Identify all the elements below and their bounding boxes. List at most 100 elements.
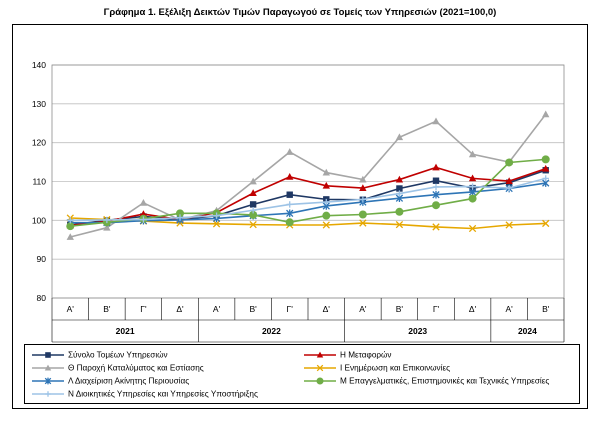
chart-title: Γράφημα 1. Εξέλιξη Δεικτών Τιμών Παραγωγ…	[103, 7, 497, 18]
legend-label: Σύνολο Τομέων Υπηρεσιών	[68, 350, 168, 360]
data-point	[432, 117, 440, 125]
x-tick-label: Δ'	[469, 304, 477, 314]
x-tick-label: Γ'	[287, 304, 294, 314]
data-point	[432, 163, 440, 171]
series-line	[70, 113, 547, 238]
legend-label: Θ Παροχή Καταλύματος και Εστίασης	[68, 363, 204, 373]
data-point	[286, 148, 294, 155]
legend-marker	[45, 391, 51, 397]
y-tick-label: 120	[32, 138, 46, 148]
legend-item: Λ Διαχείριση Ακίνητης Περιουσίας	[31, 375, 189, 386]
data-point	[213, 212, 220, 219]
data-point	[323, 198, 330, 206]
chart-legend: Σύνολο Τομέων Υπηρεσιών Η Μεταφορών Θ Παρο…	[24, 344, 580, 404]
year-label: 2021	[116, 326, 135, 336]
data-point	[432, 177, 440, 184]
data-point	[249, 201, 257, 208]
x-tick-label: Γ'	[433, 304, 440, 314]
x-tick-label: Γ'	[140, 304, 147, 314]
y-tick-label: 130	[32, 99, 46, 109]
data-point	[140, 216, 147, 223]
y-tick-label: 90	[37, 254, 47, 264]
data-point	[249, 207, 257, 214]
data-point	[396, 190, 403, 197]
data-point	[469, 183, 476, 190]
data-point	[395, 207, 404, 216]
legend-item: Ν Διοικητικές Υπηρεσίες και Υπηρεσίες Υπ…	[31, 388, 258, 399]
data-point	[542, 219, 550, 228]
data-point	[541, 155, 550, 164]
data-point	[542, 175, 549, 182]
y-tick-label: 140	[32, 60, 46, 70]
legend-marker	[45, 352, 51, 358]
data-point	[468, 194, 477, 203]
series-line	[70, 217, 546, 230]
x-tick-label: Α'	[359, 304, 367, 314]
data-point	[468, 224, 477, 233]
series-line	[70, 166, 546, 227]
legend-label: Ν Διοικητικές Υπηρεσίες και Υπηρεσίες Υπ…	[68, 389, 258, 399]
data-point	[249, 210, 258, 219]
data-point	[395, 175, 404, 183]
legend-swatch	[32, 391, 64, 397]
legend-label: Ι Ενημέρωση και Επικοινωνίες	[340, 363, 451, 373]
year-label: 2022	[262, 326, 281, 336]
legend-marker	[316, 351, 324, 358]
legend-marker	[316, 364, 324, 372]
data-point	[432, 190, 440, 199]
legend-marker	[44, 364, 52, 371]
data-point	[249, 189, 257, 197]
data-point	[322, 221, 330, 229]
x-tick-label: Β'	[396, 304, 404, 314]
x-tick-label: Β'	[103, 304, 111, 314]
data-point	[468, 174, 477, 182]
data-point	[542, 110, 550, 118]
x-tick-label: Α'	[505, 304, 513, 314]
data-point	[432, 183, 440, 191]
legend-swatch	[304, 351, 336, 358]
data-point	[359, 196, 367, 203]
legend-marker	[316, 377, 324, 385]
data-point	[505, 177, 513, 184]
data-point	[322, 181, 330, 189]
legend-swatch	[304, 377, 336, 385]
legend-marker	[44, 377, 52, 385]
legend-label: Η Μεταφορών	[340, 350, 392, 360]
data-point	[66, 233, 74, 240]
data-point	[176, 214, 184, 221]
data-point	[285, 218, 294, 227]
y-tick-label: 110	[32, 177, 46, 187]
data-point	[432, 201, 440, 210]
data-point	[359, 184, 367, 191]
legend-item: Θ Παροχή Καταλύματος και Εστίασης	[31, 362, 204, 373]
legend-swatch	[32, 352, 64, 358]
data-point	[67, 217, 74, 224]
x-tick-label: Α'	[67, 304, 75, 314]
data-point	[395, 133, 404, 141]
year-label: 2024	[518, 326, 537, 336]
data-point	[103, 216, 111, 224]
x-tick-label: Β'	[249, 304, 257, 314]
data-point	[395, 220, 404, 229]
series-line	[70, 158, 546, 227]
x-tick-label: Δ'	[176, 304, 184, 314]
y-tick-label: 80	[37, 293, 47, 303]
chart-frame	[12, 24, 588, 409]
data-point	[286, 191, 293, 198]
data-point	[322, 211, 331, 220]
data-point	[468, 150, 477, 158]
legend-swatch	[32, 377, 64, 385]
legend-item: Σύνολο Τομέων Υπηρεσιών	[31, 349, 168, 360]
data-point	[176, 209, 184, 218]
data-point	[212, 220, 221, 228]
data-point	[505, 158, 514, 167]
data-point	[139, 199, 148, 206]
x-tick-label: Δ'	[323, 304, 331, 314]
year-label: 2023	[408, 326, 427, 336]
data-point	[432, 223, 440, 231]
legend-label: Λ Διαχείριση Ακίνητης Περιουσίας	[68, 376, 190, 386]
legend-swatch	[32, 364, 64, 371]
series-7	[67, 175, 549, 224]
data-point	[359, 219, 367, 227]
